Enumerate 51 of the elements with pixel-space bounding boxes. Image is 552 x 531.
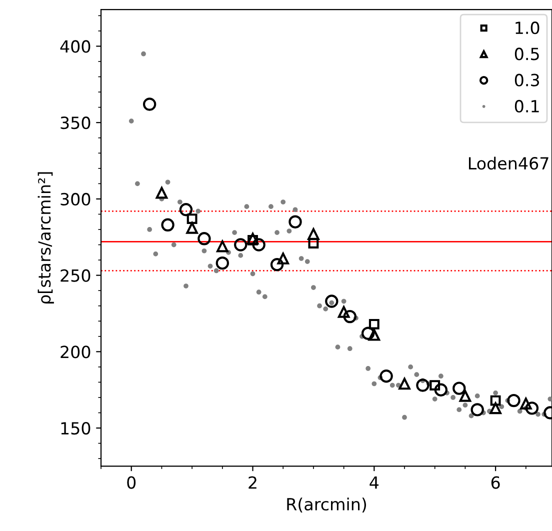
- point: [270, 258, 284, 272]
- point: [288, 215, 302, 228]
- point: [368, 328, 380, 341]
- x-tick-label: 4: [370, 476, 379, 489]
- point: [186, 222, 198, 234]
- x-tick-label: 2: [248, 476, 256, 489]
- legend-label: 0.5: [514, 48, 539, 60]
- point: [368, 318, 380, 330]
- point: [525, 402, 539, 415]
- y-tick-label: 200: [60, 346, 90, 358]
- point: [452, 382, 466, 395]
- point: [216, 240, 228, 252]
- point: [380, 370, 393, 383]
- point: [252, 238, 266, 252]
- x-tick-label: 0: [127, 476, 136, 489]
- x-axis-title: R(arcmin): [287, 498, 366, 512]
- point: [325, 294, 338, 308]
- point: [142, 98, 156, 111]
- point: [490, 402, 502, 414]
- point: [216, 256, 230, 270]
- y-tick-label: 150: [61, 422, 90, 435]
- point: [361, 326, 375, 340]
- point: [161, 218, 174, 232]
- point: [186, 214, 198, 224]
- point: [490, 395, 501, 406]
- point: [470, 403, 484, 416]
- point: [277, 252, 290, 264]
- point: [338, 306, 350, 318]
- y-tick-label: 250: [60, 269, 90, 282]
- y-tick-label: 350: [60, 116, 90, 130]
- point: [179, 203, 193, 216]
- point: [520, 398, 532, 410]
- x-tick-label: 6: [491, 476, 500, 489]
- y-axis-title: ρ[stars/arcmin²]: [38, 172, 54, 304]
- point: [234, 238, 248, 252]
- point: [308, 228, 320, 240]
- annotation: Loden467: [468, 156, 548, 170]
- point: [434, 383, 448, 396]
- point: [416, 378, 430, 392]
- point: [459, 390, 472, 402]
- point: [156, 186, 168, 199]
- point: [343, 310, 356, 324]
- point: [507, 394, 520, 408]
- point: [430, 380, 440, 390]
- y-tick-label: 300: [60, 192, 90, 206]
- legend-label: 0.1: [514, 100, 539, 113]
- legend-label: 1.0: [516, 22, 540, 34]
- point: [398, 378, 410, 390]
- legend-label: 0.3: [514, 74, 539, 86]
- point: [198, 232, 211, 246]
- y-tick-label: 400: [60, 40, 90, 53]
